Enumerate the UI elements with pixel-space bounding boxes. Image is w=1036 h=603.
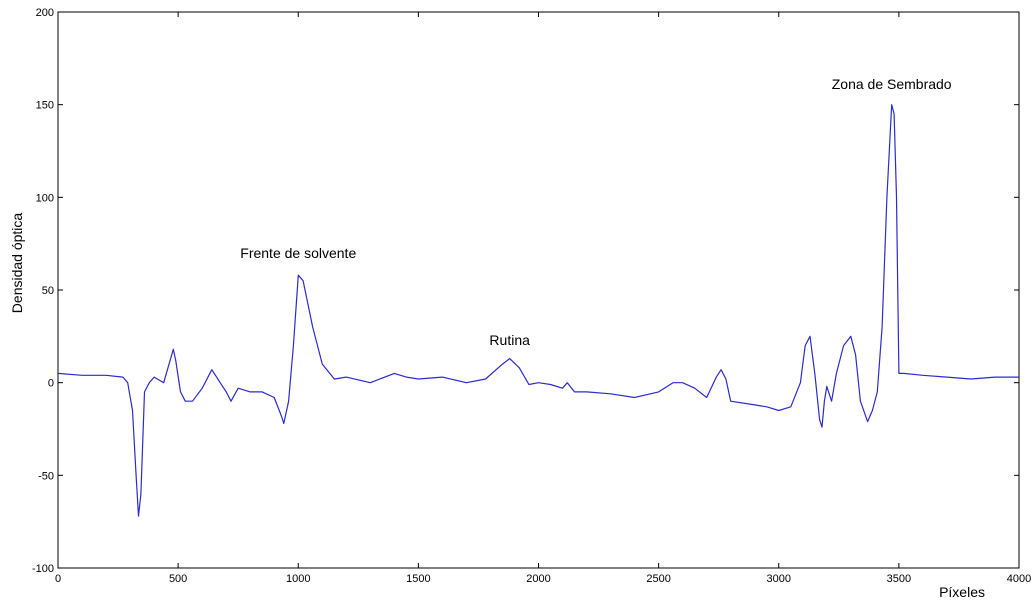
y-axis-ticks: -100 -50 0 50 100 150 200 [32,7,1019,575]
y-tick-label: 150 [36,100,54,112]
x-tick-label: 4000 [1007,573,1031,585]
x-tick-label: 1500 [406,573,430,585]
plot-area [57,11,1020,569]
x-tick-label: 3000 [767,573,791,585]
y-tick-label: 200 [36,7,54,19]
x-tick-label: 0 [55,573,61,585]
annotation-label: Frente de solvente [240,245,356,261]
x-tick-label: 2500 [646,573,670,585]
annotation-layer: Frente de solvente Rutina Zona de Sembrado [240,76,952,348]
x-tick-label: 1000 [286,573,310,585]
annotation-label: Rutina [489,332,530,348]
series-line [57,104,1019,517]
series-layer [57,104,1019,517]
y-tick-label: 0 [48,378,54,390]
y-tick-label: -100 [32,563,54,575]
x-tick-label: 3500 [887,573,911,585]
y-tick-label: 50 [42,285,54,297]
y-axis-label: Densidad óptica [9,213,25,314]
annotation-label: Zona de Sembrado [832,76,952,92]
y-tick-label: -50 [38,470,54,482]
y-tick-label: 100 [36,192,54,204]
x-axis-label: Píxeles [939,584,985,600]
x-tick-label: 500 [169,573,187,585]
x-axis-ticks: 0 500 1000 1500 2000 2500 3000 3500 4000 [55,12,1031,585]
x-tick-label: 2000 [526,573,550,585]
